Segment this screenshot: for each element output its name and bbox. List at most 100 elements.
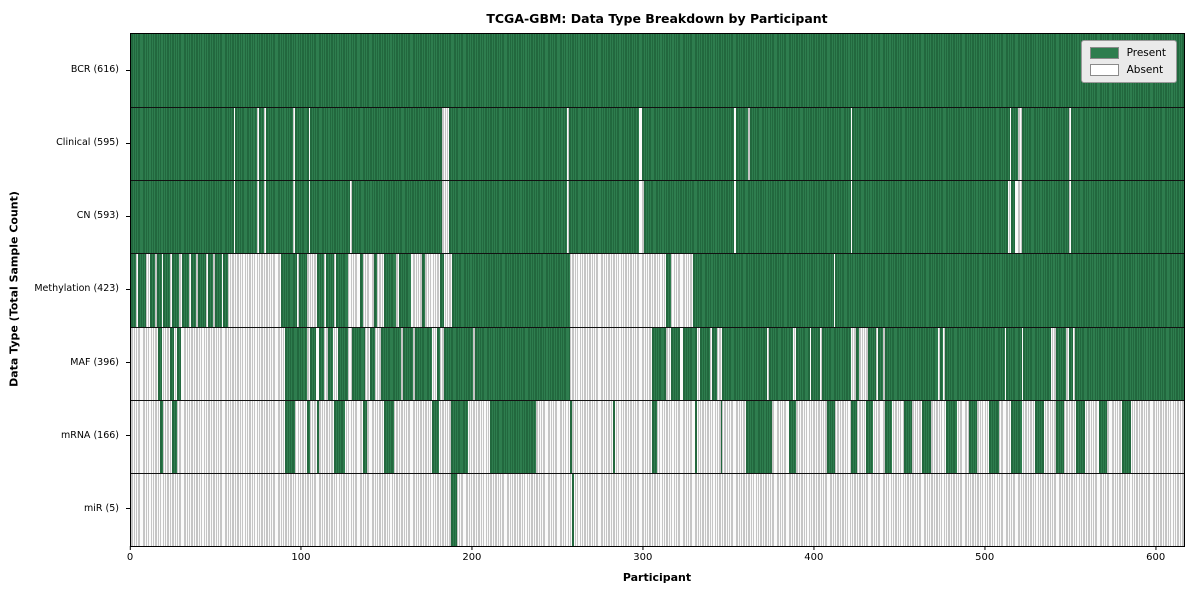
present-segment	[190, 253, 196, 327]
x-tick-mark	[1155, 546, 1157, 550]
present-segment	[878, 326, 884, 400]
present-segment	[852, 107, 1010, 181]
present-segment	[712, 326, 718, 400]
y-tick-mark	[126, 435, 130, 437]
present-segment	[383, 253, 396, 327]
present-segment	[835, 253, 1184, 327]
present-segment	[448, 180, 567, 254]
x-tick-mark	[642, 546, 644, 550]
present-segment	[944, 326, 1005, 400]
y-tick-text: MAF (396)	[70, 356, 119, 368]
present-segment	[720, 399, 723, 473]
present-segment	[695, 399, 697, 473]
present-segment	[336, 253, 349, 327]
present-segment	[259, 107, 265, 181]
row-separator	[131, 326, 1184, 328]
present-segment	[570, 399, 573, 473]
y-tick-mark	[126, 215, 130, 217]
present-segment	[310, 180, 350, 254]
present-segment	[383, 399, 395, 473]
present-segment	[160, 399, 164, 473]
present-segment	[414, 326, 432, 400]
present-segment	[266, 180, 294, 254]
present-segment	[156, 253, 162, 327]
present-segment	[1122, 399, 1131, 473]
present-segment	[235, 180, 258, 254]
present-segment	[310, 326, 316, 400]
present-segment	[197, 253, 207, 327]
present-segment	[327, 326, 333, 400]
present-segment	[749, 107, 851, 181]
heatmap-row-Clinical	[131, 107, 1184, 181]
present-segment	[671, 326, 680, 400]
present-segment	[317, 399, 320, 473]
legend: Present Absent	[1080, 40, 1177, 83]
heatmap-rows	[131, 34, 1184, 546]
y-tick-label-MAF: MAF (396)	[0, 326, 130, 399]
present-segment	[866, 399, 873, 473]
y-tick-label-BCR: BCR (616)	[0, 33, 130, 106]
present-segment	[177, 326, 181, 400]
present-segment	[811, 326, 820, 400]
x-tick-100: 100	[291, 546, 310, 563]
present-segment	[207, 253, 214, 327]
present-segment	[149, 253, 155, 327]
present-segment	[337, 326, 349, 400]
present-segment	[319, 326, 325, 400]
present-segment	[643, 180, 735, 254]
present-segment	[1098, 399, 1108, 473]
present-segment	[1011, 180, 1015, 254]
x-tick-600: 600	[1146, 546, 1165, 563]
present-segment	[1076, 399, 1085, 473]
present-segment	[968, 399, 978, 473]
present-segment	[380, 326, 402, 400]
y-tick-mark	[126, 362, 130, 364]
present-segment	[431, 399, 439, 473]
y-tick-text: CN (593)	[76, 210, 119, 222]
present-segment	[1023, 326, 1051, 400]
present-segment	[722, 326, 767, 400]
present-segment	[402, 326, 414, 400]
present-segment	[1011, 399, 1022, 473]
present-segment	[131, 34, 1184, 108]
row-separator	[131, 180, 1184, 182]
present-segment	[182, 253, 190, 327]
y-tick-mark	[126, 508, 130, 510]
present-segment	[666, 253, 672, 327]
present-segment	[613, 399, 615, 473]
absent-swatch	[1089, 64, 1119, 76]
y-tick-label-Methylation: Methylation (423)	[0, 252, 130, 325]
x-tick-labels: 0 100 200 300 400 500 600	[127, 546, 1183, 566]
x-tick-200: 200	[462, 546, 481, 563]
present-segment	[652, 399, 658, 473]
present-segment	[683, 326, 697, 400]
present-segment	[307, 399, 311, 473]
heatmap-row-Methylation	[131, 253, 1184, 327]
present-segment	[1021, 107, 1070, 181]
present-segment	[295, 180, 309, 254]
y-tick-label-mRNA: mRNA (166)	[0, 399, 130, 472]
present-segment	[884, 326, 938, 400]
x-tick-400: 400	[804, 546, 823, 563]
row-separator	[131, 472, 1184, 474]
present-segment	[137, 253, 147, 327]
x-tick-mark	[130, 546, 131, 550]
present-segment	[572, 472, 574, 546]
present-segment	[939, 326, 943, 400]
present-segment	[768, 326, 793, 400]
row-separator	[131, 253, 1184, 255]
heatmap-row-MAF	[131, 326, 1184, 400]
y-tick-label-CN: CN (593)	[0, 179, 130, 252]
present-segment	[298, 253, 308, 327]
x-tick-500: 500	[975, 546, 994, 563]
present-segment	[281, 253, 297, 327]
present-segment	[421, 253, 425, 327]
present-segment	[568, 107, 639, 181]
present-segment	[1071, 107, 1184, 181]
present-segment	[440, 253, 444, 327]
y-tick-labels: BCR (616) Clinical (595) CN (593) Methylati…	[0, 33, 130, 545]
present-segment	[363, 399, 367, 473]
x-tick-0: 0	[127, 546, 133, 563]
present-segment	[223, 253, 229, 327]
y-tick-label-Clinical: Clinical (595)	[0, 106, 130, 179]
